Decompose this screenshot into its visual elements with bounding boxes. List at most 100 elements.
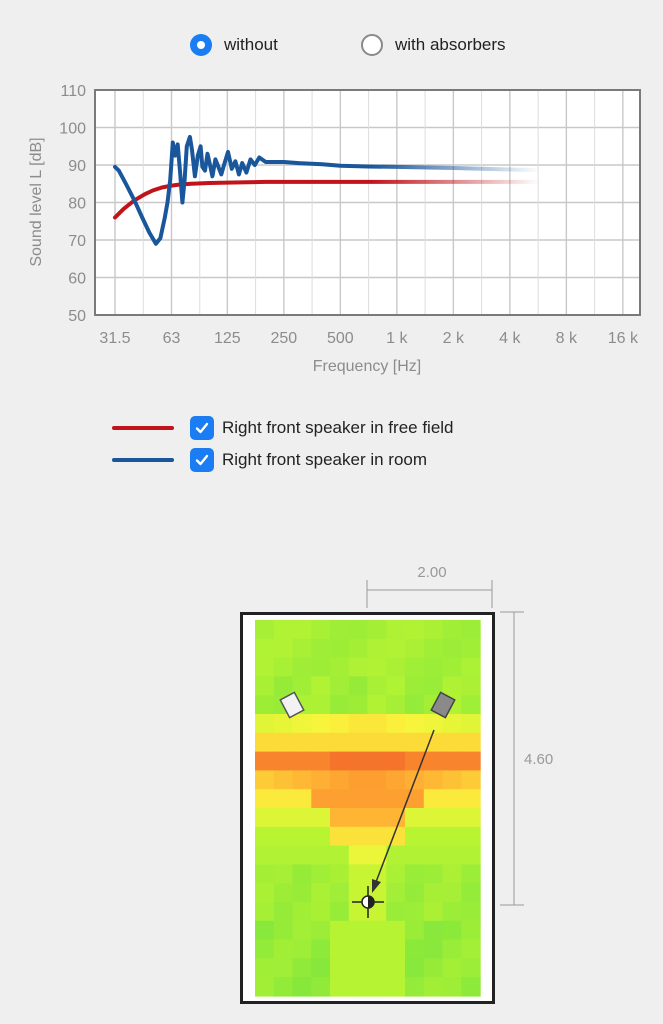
- heatmap-cell: [367, 808, 387, 828]
- heatmap-cell: [386, 676, 406, 696]
- heatmap-cell: [292, 845, 312, 865]
- heatmap-cell: [386, 770, 406, 790]
- heatmap-cell: [348, 958, 369, 978]
- heatmap-cell: [348, 676, 369, 696]
- heatmap-cell: [292, 695, 312, 715]
- heatmap-cell: [273, 676, 294, 696]
- series-line-room: [113, 134, 545, 246]
- heatmap-cell: [442, 977, 462, 997]
- heatmap-cell: [423, 676, 444, 696]
- heatmap-cell: [311, 751, 331, 771]
- heatmap-cell: [442, 695, 462, 715]
- heatmap-cell: [461, 958, 481, 978]
- x-tick-labels: 31.5 63 125 250 500 1 k 2 k 4 k 8 k 16 k: [99, 330, 639, 347]
- chart-series: [113, 134, 549, 246]
- heatmap-cell: [405, 732, 425, 753]
- heatmap-cell: [423, 732, 444, 753]
- heatmap-cell: [348, 939, 369, 959]
- heatmap-cell: [461, 732, 481, 753]
- radio-with-absorbers[interactable]: with absorbers: [361, 34, 506, 56]
- heatmap-cell: [292, 826, 312, 847]
- x-tick-label: 16 k: [608, 330, 639, 347]
- radio-without[interactable]: without: [190, 34, 278, 56]
- y-tick-label: 50: [68, 308, 86, 325]
- heatmap-cell: [255, 958, 275, 978]
- heatmap-cell: [405, 902, 425, 922]
- y-tick-label: 60: [68, 271, 86, 288]
- heatmap-cell: [386, 695, 406, 715]
- heatmap-cell: [330, 883, 350, 903]
- heatmap-cell: [348, 770, 369, 790]
- heatmap-cell: [330, 864, 350, 884]
- heatmap-cell: [367, 977, 387, 997]
- heatmap-cell: [423, 770, 444, 790]
- heatmap-cell: [273, 845, 294, 865]
- heatmap-cell: [461, 826, 481, 847]
- heatmap-cell: [367, 657, 387, 677]
- heatmap-cell: [273, 958, 294, 978]
- heatmap-cell: [273, 695, 294, 715]
- heatmap-cell: [273, 826, 294, 847]
- heatmap-cell: [255, 977, 275, 997]
- heatmap-cell: [461, 808, 481, 828]
- heatmap-cell: [405, 958, 425, 978]
- heatmap-cell: [461, 883, 481, 903]
- heatmap-cell: [367, 751, 387, 771]
- heatmap-cell: [255, 939, 275, 959]
- heatmap-cell: [255, 808, 275, 828]
- heatmap-cell: [273, 939, 294, 959]
- heatmap-cell: [311, 770, 331, 790]
- heatmap-cell: [386, 808, 406, 828]
- heatmap-cell: [348, 695, 369, 715]
- heatmap-cell: [442, 883, 462, 903]
- checkbox-free-field[interactable]: [190, 416, 214, 440]
- heatmap-cell: [330, 845, 350, 865]
- heatmap-cell: [461, 902, 481, 922]
- heatmap-cell: [330, 808, 350, 828]
- heatmap-cell: [461, 977, 481, 997]
- radio-unselected-icon[interactable]: [361, 34, 383, 56]
- heatmap-cell: [442, 826, 462, 847]
- heatmap-cell: [461, 676, 481, 696]
- checkbox-room[interactable]: [190, 448, 214, 472]
- heatmap-cell: [311, 676, 331, 696]
- heatmap-cell: [348, 714, 369, 734]
- radio-selected-icon[interactable]: [190, 34, 212, 56]
- x-axis-title: Frequency [Hz]: [313, 358, 421, 375]
- y-tick-label: 100: [59, 121, 86, 138]
- heatmap-cell: [311, 808, 331, 828]
- heatmap-cell: [386, 883, 406, 903]
- heatmap-cell: [461, 751, 481, 771]
- legend-row-free-field: Right front speaker in free field: [112, 412, 454, 444]
- heatmap-cell: [386, 732, 406, 753]
- heatmap-cell: [273, 751, 294, 771]
- x-tick-label: 250: [270, 330, 297, 347]
- heatmap-cell: [405, 864, 425, 884]
- heatmap-cell: [311, 920, 331, 941]
- legend-row-room: Right front speaker in room: [112, 444, 454, 476]
- x-tick-label: 2 k: [443, 330, 465, 347]
- heatmap-cell: [367, 902, 387, 922]
- heatmap-cell: [255, 845, 275, 865]
- x-tick-label: 125: [214, 330, 241, 347]
- heatmap-cell: [330, 695, 350, 715]
- heatmap-cell: [330, 751, 350, 771]
- heatmap-cell: [367, 638, 387, 659]
- heatmap-cell: [273, 638, 294, 659]
- height-dimension: 4.60: [500, 611, 553, 906]
- right-speaker-icon: [430, 691, 456, 719]
- heatmap-cell: [348, 864, 369, 884]
- heatmap-cell: [386, 714, 406, 734]
- heatmap-cell: [461, 638, 481, 659]
- heatmap-cell: [442, 714, 462, 734]
- heatmap-cell: [367, 770, 387, 790]
- heatmap-cell: [311, 939, 331, 959]
- heatmap-cell: [348, 808, 369, 828]
- absorber-toggle-group: without with absorbers: [0, 32, 663, 68]
- heatmap-cell: [423, 883, 444, 903]
- heatmap-cell: [442, 808, 462, 828]
- heatmap-cell: [442, 864, 462, 884]
- heatmap-cell: [292, 714, 312, 734]
- heatmap-cell: [255, 620, 275, 640]
- heatmap-cell: [405, 977, 425, 997]
